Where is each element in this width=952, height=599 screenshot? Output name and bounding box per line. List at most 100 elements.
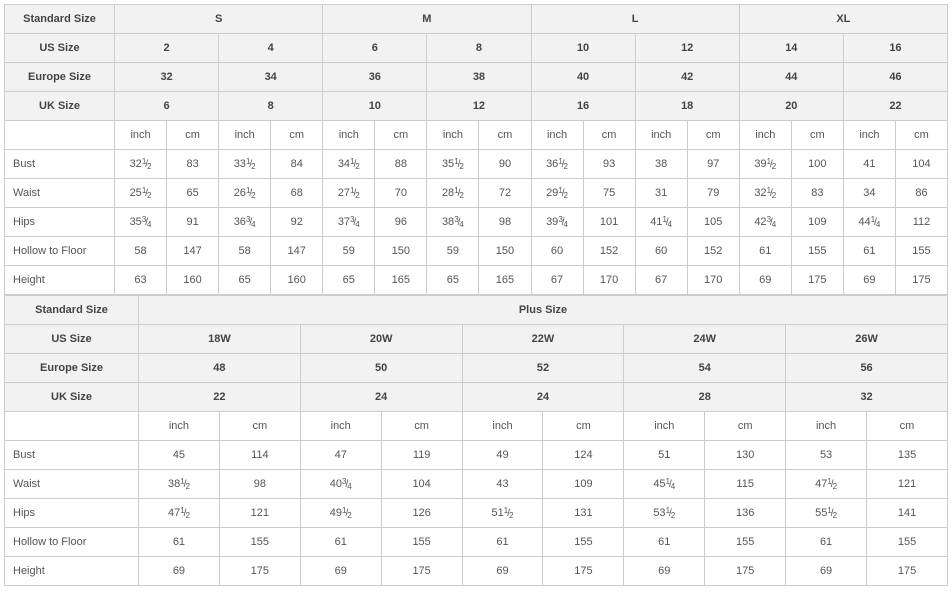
measurement-label: Waist: [5, 179, 115, 208]
unit-inch: inch: [427, 121, 479, 150]
measurement-cell: 88: [375, 150, 427, 179]
measurement-cell: 150: [375, 237, 427, 266]
size-s: S: [115, 5, 323, 34]
measurement-cell: 160: [167, 266, 219, 295]
measurement-cell: 65: [427, 266, 479, 295]
measurement-cell: 61: [843, 237, 895, 266]
measurement-label: Hollow to Floor: [5, 237, 115, 266]
unit-cm: cm: [583, 121, 635, 150]
measurement-cell: 61: [739, 237, 791, 266]
measurement-cell: 100: [791, 150, 843, 179]
measurement-cell: 471/2: [786, 470, 867, 499]
measurement-cell: 373/4: [323, 208, 375, 237]
unit-inch: inch: [624, 412, 705, 441]
hdr-europe-size: Europe Size: [5, 63, 115, 92]
hdr-plus-size: Plus Size: [139, 296, 948, 325]
measurement-cell: 131: [543, 499, 624, 528]
measurement-cell: 175: [867, 557, 948, 586]
measurement-cell: 291/2: [531, 179, 583, 208]
measurement-cell: 147: [271, 237, 323, 266]
measurement-cell: 441/4: [843, 208, 895, 237]
unit-cm: cm: [479, 121, 531, 150]
measurement-label: Height: [5, 266, 115, 295]
measurement-cell: 58: [219, 237, 271, 266]
measurement-cell: 34: [843, 179, 895, 208]
row-units-plus: inchcminchcminchcminchcminchcm: [5, 412, 948, 441]
measurement-label: Waist: [5, 470, 139, 499]
measurement-cell: 83: [791, 179, 843, 208]
measurement-cell: 491/2: [300, 499, 381, 528]
measurement-cell: 109: [543, 470, 624, 499]
measurement-cell: 381/2: [139, 470, 220, 499]
measurement-cell: 93: [583, 150, 635, 179]
measurement-cell: 61: [462, 528, 543, 557]
measurement-cell: 391/2: [739, 150, 791, 179]
unit-cm: cm: [867, 412, 948, 441]
measurement-cell: 165: [479, 266, 531, 295]
measurement-cell: 124: [543, 441, 624, 470]
unit-inch: inch: [115, 121, 167, 150]
measurement-row: Bust4511447119491245113053135: [5, 441, 948, 470]
measurement-cell: 155: [895, 237, 947, 266]
measurement-label: Hollow to Floor: [5, 528, 139, 557]
measurement-cell: 58: [115, 237, 167, 266]
row-plus-us: US Size 18W 20W 22W 24W 26W: [5, 325, 948, 354]
measurement-cell: 101: [583, 208, 635, 237]
row-us-size: US Size 2 4 6 8 10 12 14 16: [5, 34, 948, 63]
measurement-cell: 96: [375, 208, 427, 237]
measurement-cell: 126: [381, 499, 462, 528]
measurement-cell: 423/4: [739, 208, 791, 237]
unit-inch: inch: [531, 121, 583, 150]
measurement-cell: 72: [479, 179, 531, 208]
measurement-cell: 59: [323, 237, 375, 266]
measurement-cell: 261/2: [219, 179, 271, 208]
measurement-cell: 361/2: [531, 150, 583, 179]
row-plus-uk: UK Size 22 24 24 28 32: [5, 383, 948, 412]
measurement-cell: 135: [867, 441, 948, 470]
measurement-cell: 341/2: [323, 150, 375, 179]
measurement-cell: 70: [375, 179, 427, 208]
measurement-cell: 141: [867, 499, 948, 528]
measurement-cell: 97: [687, 150, 739, 179]
measurement-row: Height6917569175691756917569175: [5, 557, 948, 586]
measurement-cell: 511/2: [462, 499, 543, 528]
measurement-cell: 91: [167, 208, 219, 237]
measurement-cell: 61: [786, 528, 867, 557]
measurement-cell: 75: [583, 179, 635, 208]
hdr-plus-standard-size: Standard Size: [5, 296, 139, 325]
size-chart-standard: Standard Size S M L XL US Size 2 4 6 8 1…: [4, 4, 948, 295]
measurement-row: Hips353/491363/492373/496383/498393/4101…: [5, 208, 948, 237]
unit-cm: cm: [705, 412, 786, 441]
measurement-row: Waist251/265261/268271/270281/272291/275…: [5, 179, 948, 208]
measurement-cell: 147: [167, 237, 219, 266]
unit-cm: cm: [543, 412, 624, 441]
unit-cm: cm: [381, 412, 462, 441]
measurement-cell: 175: [705, 557, 786, 586]
unit-cm: cm: [271, 121, 323, 150]
hdr-standard-size: Standard Size: [5, 5, 115, 34]
measurement-cell: 69: [739, 266, 791, 295]
unit-cm: cm: [895, 121, 947, 150]
measurement-cell: 112: [895, 208, 947, 237]
measurement-cell: 104: [381, 470, 462, 499]
unit-inch: inch: [139, 412, 220, 441]
size-m: M: [323, 5, 531, 34]
measurement-cell: 165: [375, 266, 427, 295]
measurement-cell: 114: [219, 441, 300, 470]
measurement-cell: 98: [219, 470, 300, 499]
measurement-label: Hips: [5, 208, 115, 237]
measurement-cell: 60: [635, 237, 687, 266]
measurement-cell: 411/4: [635, 208, 687, 237]
row-standard-size: Standard Size S M L XL: [5, 5, 948, 34]
measurement-cell: 281/2: [427, 179, 479, 208]
measurement-cell: 51: [624, 441, 705, 470]
measurement-cell: 531/2: [624, 499, 705, 528]
row-plus-standard-size: Standard Size Plus Size: [5, 296, 948, 325]
measurement-cell: 31: [635, 179, 687, 208]
measurement-cell: 383/4: [427, 208, 479, 237]
measurement-cell: 175: [895, 266, 947, 295]
measurement-cell: 45: [139, 441, 220, 470]
measurement-label: Bust: [5, 150, 115, 179]
measurement-cell: 105: [687, 208, 739, 237]
measurement-cell: 115: [705, 470, 786, 499]
